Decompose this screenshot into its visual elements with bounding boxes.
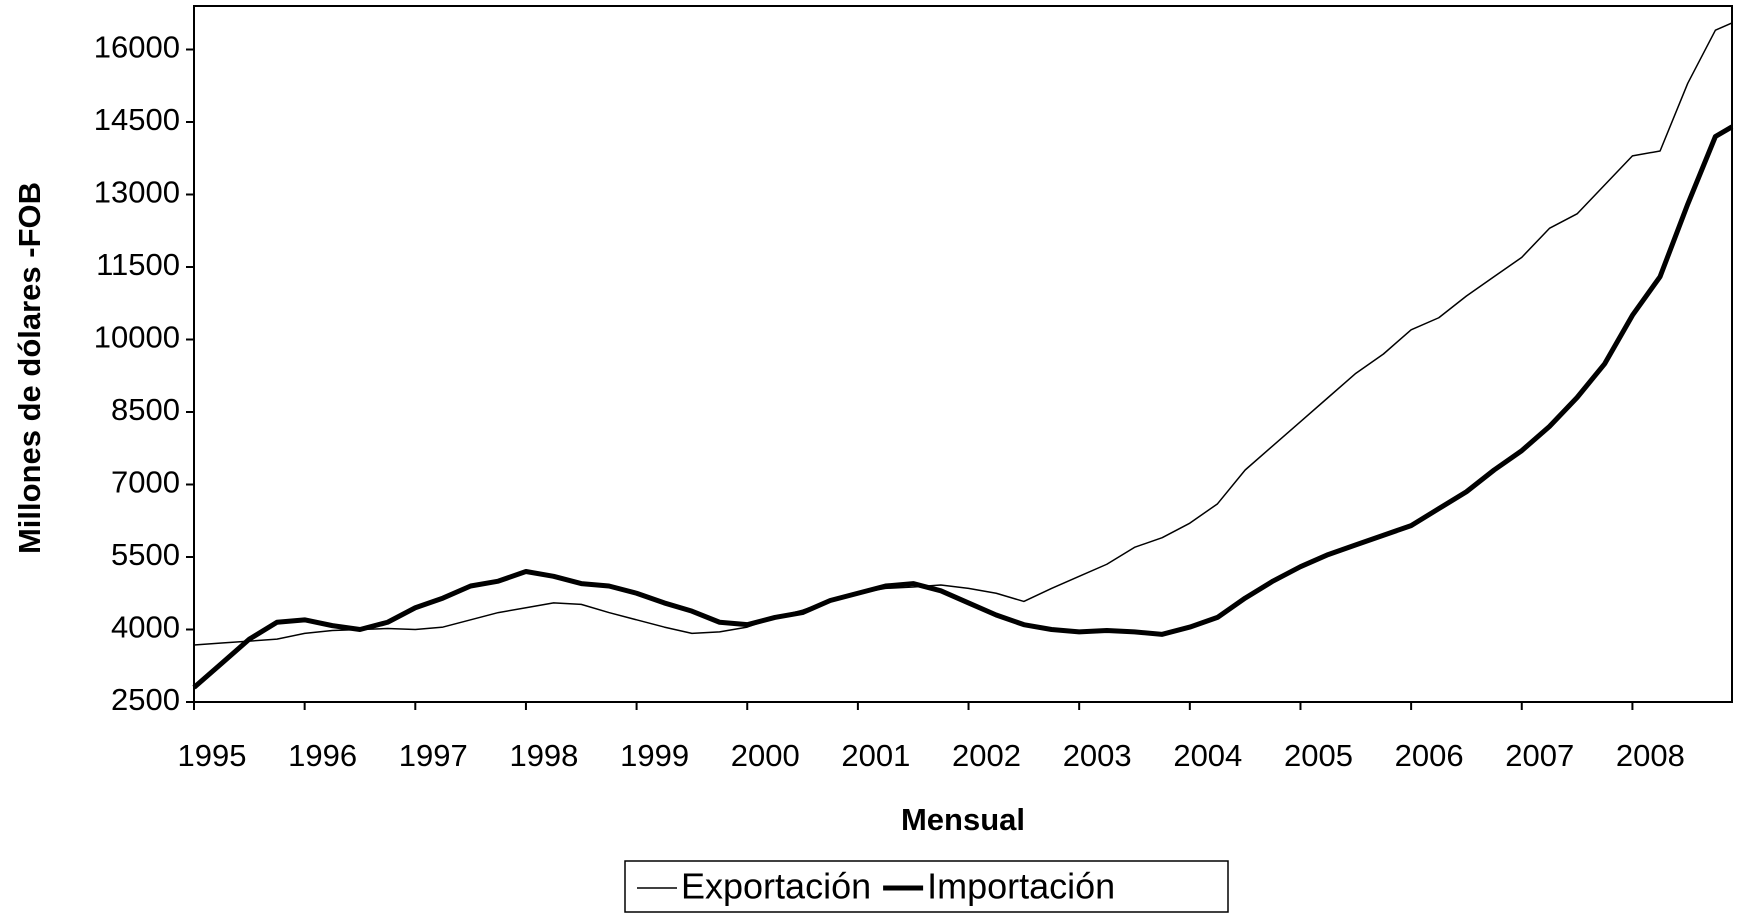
x-axis-title: Mensual	[901, 802, 1025, 837]
x-tick-label: 1996	[288, 738, 357, 773]
y-tick-label: 11500	[96, 247, 180, 282]
x-tick-label: 1999	[620, 738, 689, 773]
y-tick-label: 8500	[111, 392, 180, 427]
x-tick-label: 2007	[1505, 738, 1574, 773]
legend-box	[624, 860, 1229, 913]
x-tick-label: 2005	[1284, 738, 1353, 773]
x-tick-label: 2002	[952, 738, 1021, 773]
x-tick-label: 1995	[178, 738, 247, 773]
x-tick-label: 2008	[1616, 738, 1685, 773]
series-line	[192, 124, 1734, 690]
legend-label: Importación	[927, 866, 1115, 907]
x-tick-label: 1998	[509, 738, 578, 773]
y-tick-label: 5500	[111, 537, 180, 572]
y-tick-label: 13000	[94, 175, 180, 210]
legend-label: Exportación	[681, 866, 871, 907]
x-tick-label: 2006	[1395, 738, 1464, 773]
y-axis-title: Millones de dólares -FOB	[12, 182, 47, 554]
y-tick-label: 10000	[94, 320, 180, 355]
y-tick-label: 4000	[111, 610, 180, 645]
plot-area	[193, 5, 1733, 703]
y-tick-label: 14500	[94, 102, 180, 137]
y-tick-label: 7000	[111, 465, 180, 500]
x-tick-label: 2003	[1063, 738, 1132, 773]
series-line	[193, 22, 1733, 646]
y-tick-label: 2500	[111, 682, 180, 717]
x-tick-label: 1997	[399, 738, 468, 773]
x-tick-label: 2001	[841, 738, 910, 773]
x-tick-label: 2000	[731, 738, 800, 773]
y-tick-label: 16000	[94, 30, 180, 65]
x-tick-label: 2004	[1173, 738, 1242, 773]
